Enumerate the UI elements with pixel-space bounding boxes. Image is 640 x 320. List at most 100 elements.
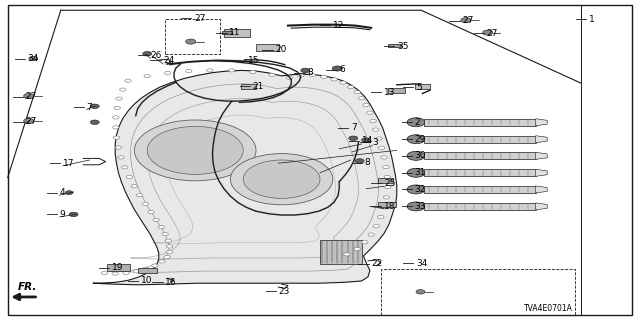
Bar bbox=[388, 88, 405, 93]
Circle shape bbox=[133, 270, 140, 273]
Text: 21: 21 bbox=[253, 82, 264, 91]
Circle shape bbox=[383, 196, 390, 199]
Circle shape bbox=[407, 135, 425, 144]
Circle shape bbox=[166, 250, 173, 253]
Text: 16: 16 bbox=[165, 278, 177, 287]
Bar bbox=[107, 264, 130, 271]
Circle shape bbox=[269, 73, 275, 76]
Text: 4: 4 bbox=[60, 188, 65, 197]
Circle shape bbox=[332, 66, 342, 71]
Circle shape bbox=[483, 30, 493, 35]
Text: 1: 1 bbox=[589, 15, 595, 24]
Bar bbox=[424, 136, 536, 143]
Circle shape bbox=[131, 185, 138, 188]
Polygon shape bbox=[536, 119, 547, 126]
Circle shape bbox=[134, 120, 256, 181]
Text: 9: 9 bbox=[60, 210, 65, 219]
Circle shape bbox=[363, 103, 369, 107]
Circle shape bbox=[340, 81, 346, 84]
Circle shape bbox=[349, 136, 358, 140]
Circle shape bbox=[29, 56, 38, 61]
Circle shape bbox=[90, 120, 99, 124]
Text: 35: 35 bbox=[397, 42, 408, 51]
Text: 32: 32 bbox=[415, 185, 426, 194]
Circle shape bbox=[309, 73, 316, 76]
Circle shape bbox=[348, 85, 354, 89]
Circle shape bbox=[69, 212, 78, 217]
Text: 27: 27 bbox=[462, 16, 474, 25]
Circle shape bbox=[384, 175, 390, 179]
Circle shape bbox=[122, 166, 128, 169]
Text: 25: 25 bbox=[384, 179, 396, 188]
Circle shape bbox=[381, 206, 387, 209]
Circle shape bbox=[331, 78, 337, 81]
Text: 22: 22 bbox=[371, 260, 383, 268]
Text: 31: 31 bbox=[415, 168, 426, 177]
Circle shape bbox=[159, 260, 165, 263]
Polygon shape bbox=[536, 169, 547, 176]
Circle shape bbox=[143, 267, 149, 270]
Circle shape bbox=[286, 76, 292, 79]
Circle shape bbox=[407, 185, 425, 194]
Circle shape bbox=[407, 202, 425, 211]
Text: 12: 12 bbox=[333, 21, 344, 30]
Circle shape bbox=[301, 68, 310, 73]
Circle shape bbox=[298, 74, 304, 77]
Polygon shape bbox=[93, 70, 397, 285]
Circle shape bbox=[24, 93, 34, 99]
Text: 18: 18 bbox=[384, 202, 396, 211]
Circle shape bbox=[153, 218, 159, 221]
Polygon shape bbox=[536, 186, 547, 193]
Bar bbox=[378, 179, 393, 183]
Bar bbox=[241, 84, 256, 89]
Circle shape bbox=[383, 165, 389, 169]
Circle shape bbox=[166, 245, 173, 248]
Text: 7: 7 bbox=[351, 124, 356, 132]
Circle shape bbox=[354, 247, 360, 251]
Circle shape bbox=[147, 126, 243, 174]
Bar bbox=[256, 44, 279, 51]
Circle shape bbox=[250, 70, 256, 74]
Circle shape bbox=[372, 128, 379, 131]
Circle shape bbox=[407, 118, 425, 127]
Text: 34: 34 bbox=[416, 259, 428, 268]
Circle shape bbox=[101, 271, 108, 275]
Text: 34: 34 bbox=[28, 54, 39, 63]
Bar bbox=[424, 186, 536, 193]
Text: 23: 23 bbox=[278, 287, 290, 296]
Circle shape bbox=[120, 88, 126, 91]
Bar bbox=[424, 152, 536, 159]
Polygon shape bbox=[536, 203, 547, 210]
Circle shape bbox=[113, 126, 119, 129]
Circle shape bbox=[164, 71, 171, 75]
Circle shape bbox=[354, 91, 360, 94]
Circle shape bbox=[376, 137, 382, 140]
Bar bbox=[320, 240, 362, 264]
Circle shape bbox=[368, 233, 374, 236]
Text: 3: 3 bbox=[372, 138, 378, 147]
Circle shape bbox=[367, 111, 373, 114]
Circle shape bbox=[228, 69, 235, 72]
Bar bbox=[424, 169, 536, 176]
Circle shape bbox=[24, 118, 34, 124]
Circle shape bbox=[243, 160, 320, 198]
Bar bbox=[424, 203, 536, 210]
Circle shape bbox=[355, 159, 364, 163]
Circle shape bbox=[165, 239, 172, 242]
Bar bbox=[222, 31, 232, 35]
Text: 5: 5 bbox=[416, 83, 422, 92]
Circle shape bbox=[65, 191, 73, 195]
Text: 30: 30 bbox=[415, 151, 426, 160]
Circle shape bbox=[112, 272, 118, 275]
Text: 8: 8 bbox=[365, 158, 371, 167]
Bar bbox=[138, 268, 157, 273]
Circle shape bbox=[373, 225, 380, 228]
Text: 27: 27 bbox=[26, 117, 37, 126]
Circle shape bbox=[90, 104, 99, 108]
Text: 14: 14 bbox=[362, 136, 373, 145]
Text: 27: 27 bbox=[486, 29, 498, 38]
Text: 2: 2 bbox=[415, 118, 420, 127]
Text: TVA4E0701A: TVA4E0701A bbox=[524, 304, 573, 313]
Circle shape bbox=[113, 116, 119, 119]
Circle shape bbox=[370, 119, 376, 123]
